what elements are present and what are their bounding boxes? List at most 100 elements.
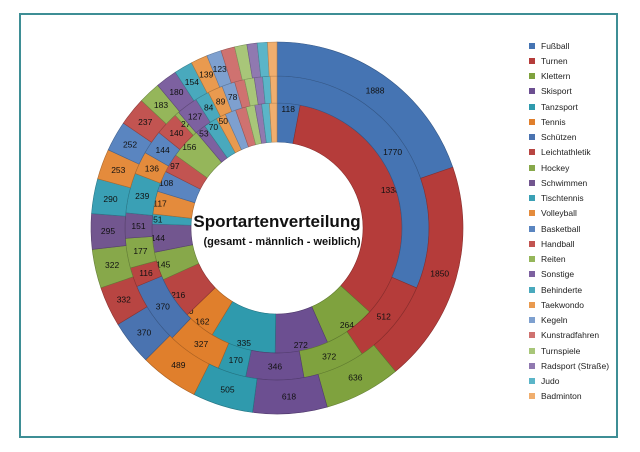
legend-label: Sonstige — [541, 269, 575, 280]
label-weiblich-2: 1338 — [381, 185, 400, 195]
legend-swatch — [529, 240, 535, 247]
legend-item: Fußball — [529, 38, 629, 53]
legend-label: Kegeln — [541, 315, 568, 326]
legend-label: Leichtathletik — [541, 147, 591, 158]
label-weiblich-16: 53 — [199, 128, 209, 138]
legend-item: Schwimmen — [529, 175, 629, 190]
legend-swatch — [529, 378, 535, 385]
label-maennlich-6: 327 — [194, 339, 208, 349]
legend-item: Tennis — [529, 114, 629, 129]
label-weiblich-4: 272 — [294, 340, 308, 350]
label-maennlich-7: 370 — [156, 301, 170, 311]
label-weiblich-18: 50 — [219, 116, 229, 126]
legend-label: Handball — [541, 238, 575, 249]
label-gesamt-8: 332 — [117, 294, 131, 304]
legend-label: Basketball — [541, 223, 581, 234]
legend-label: Fußball — [541, 40, 570, 51]
legend-swatch — [529, 179, 535, 186]
legend-swatch — [529, 210, 535, 217]
label-gesamt-5: 505 — [220, 385, 234, 395]
label-maennlich-1: 1770 — [383, 147, 402, 157]
label-maennlich-5: 170 — [229, 355, 243, 365]
legend-item: Volleyball — [529, 206, 629, 221]
legend-label: Radsport (Straße) — [541, 360, 610, 371]
label-maennlich-17: 84 — [204, 103, 214, 113]
legend-swatch — [529, 134, 535, 141]
legend-swatch — [529, 271, 535, 278]
legend-item: Skisport — [529, 84, 629, 99]
label-gesamt-7: 370 — [137, 327, 151, 337]
legend-swatch — [529, 393, 535, 400]
legend-item: Basketball — [529, 221, 629, 236]
legend-item: Tischtennis — [529, 191, 629, 206]
label-maennlich-3: 372 — [322, 351, 336, 361]
legend-label: Schwimmen — [541, 177, 588, 188]
label-gesamt-11: 290 — [103, 194, 117, 204]
label-gesamt-19: 123 — [213, 64, 227, 74]
legend-item: Kegeln — [529, 313, 629, 328]
legend-swatch — [529, 57, 535, 64]
legend-label: Turnspiele — [541, 345, 581, 356]
legend-swatch — [529, 164, 535, 171]
label-weiblich-11: 51 — [153, 214, 163, 224]
legend-swatch — [529, 42, 535, 49]
legend-item: Turnen — [529, 53, 629, 68]
label-gesamt-6: 489 — [171, 360, 185, 370]
legend-swatch — [529, 73, 535, 80]
label-maennlich-10: 151 — [131, 221, 145, 231]
legend-swatch — [529, 103, 535, 110]
label-weiblich-6: 162 — [195, 316, 209, 326]
legend-label: Reiten — [541, 254, 566, 265]
legend-label: Turnen — [541, 55, 568, 66]
label-gesamt-4: 618 — [282, 392, 296, 402]
label-weiblich-14: 97 — [170, 161, 180, 171]
legend-item: Radsport (Straße) — [529, 358, 629, 373]
label-gesamt-12: 253 — [111, 165, 125, 175]
segment-gesamt-24 — [267, 41, 278, 77]
legend-label: Klettern — [541, 71, 571, 82]
label-gesamt-15: 183 — [154, 100, 168, 110]
label-weiblich-12: 117 — [153, 199, 167, 209]
legend-item: Tanzsport — [529, 99, 629, 114]
label-gesamt-13: 252 — [123, 140, 137, 150]
segment-maennlich-24 — [269, 75, 278, 104]
label-weiblich-10: 144 — [151, 233, 165, 243]
label-gesamt-14: 237 — [138, 117, 152, 127]
label-maennlich-4: 346 — [268, 361, 282, 371]
legend-label: Volleyball — [541, 208, 577, 219]
label-gesamt-3: 636 — [348, 373, 362, 383]
legend-label: Hockey — [541, 162, 570, 173]
label-gesamt-16: 180 — [169, 87, 183, 97]
label-gesamt-18: 139 — [199, 70, 213, 80]
label-weiblich-9: 145 — [156, 260, 170, 270]
legend-swatch — [529, 301, 535, 308]
label-weiblich-8: 216 — [171, 290, 185, 300]
legend-label: Tanzsport — [541, 101, 578, 112]
label-maennlich-18: 89 — [216, 96, 226, 106]
legend-swatch — [529, 195, 535, 202]
legend-label: Judo — [541, 376, 560, 387]
legend-swatch — [529, 286, 535, 293]
legend-item: Kunstradfahren — [529, 328, 629, 343]
legend-item: Turnspiele — [529, 343, 629, 358]
label-weiblich-15: 156 — [182, 142, 196, 152]
legend-swatch — [529, 225, 535, 232]
label-maennlich-19: 78 — [228, 92, 238, 102]
chart-title: Sportartenverteilung — [193, 212, 360, 231]
legend-item: Hockey — [529, 160, 629, 175]
legend-swatch — [529, 88, 535, 95]
legend-item: Handball — [529, 236, 629, 251]
legend-label: Behinderte — [541, 284, 583, 295]
legend-item: Leichtathletik — [529, 145, 629, 160]
label-weiblich-13: 108 — [159, 178, 173, 188]
legend-label: Tischtennis — [541, 193, 584, 204]
label-weiblich-17: 70 — [209, 122, 219, 132]
legend-label: Schützen — [541, 132, 577, 143]
label-maennlich-2: 512 — [377, 311, 391, 321]
legend-swatch — [529, 332, 535, 339]
label-gesamt-2: 1850 — [430, 269, 449, 279]
legend-swatch — [529, 362, 535, 369]
legend-item: Klettern — [529, 69, 629, 84]
label-maennlich-13: 144 — [156, 145, 170, 155]
label-weiblich-3: 264 — [340, 320, 354, 330]
